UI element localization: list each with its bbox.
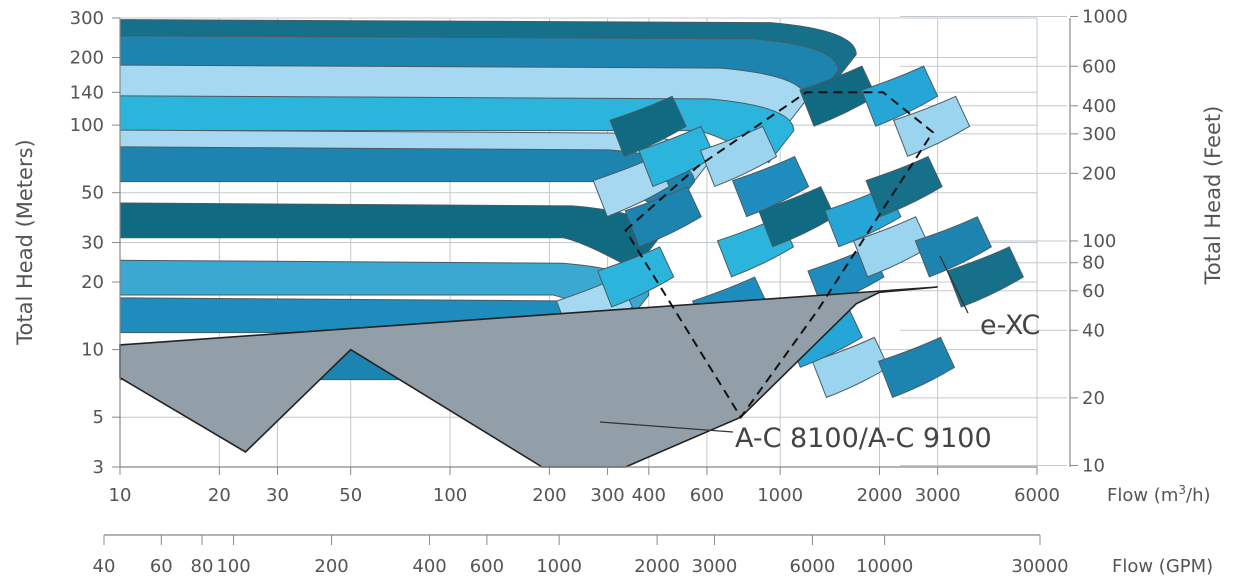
xtick-label-gpm-3000: 3000 xyxy=(692,556,738,577)
xtick-label-gpm-6000: 6000 xyxy=(790,556,836,577)
xtick-label-m3h-1000: 1000 xyxy=(757,485,803,506)
y-axis-title-left: Total Head (Meters) xyxy=(13,139,37,345)
xtick-label-gpm-30000: 30000 xyxy=(1011,556,1068,577)
tile-1 xyxy=(624,186,702,248)
series-regions xyxy=(119,91,938,468)
tile-5 xyxy=(892,95,971,157)
ac-leader-line xyxy=(599,421,734,433)
ytick-label-ft-1000: 1000 xyxy=(1082,6,1128,27)
ytick-label-m-140: 140 xyxy=(70,82,104,103)
xtick-label-gpm-60: 60 xyxy=(150,556,173,577)
xtick-label-m3h-200: 200 xyxy=(532,485,566,506)
tile-25 xyxy=(865,155,943,218)
ytick-label-m-5: 5 xyxy=(93,407,104,428)
xtick-label-gpm-200: 200 xyxy=(314,556,348,577)
xtick-label-gpm-40: 40 xyxy=(93,556,116,577)
xtick-label-gpm-10000: 10000 xyxy=(856,556,913,577)
xtick-label-m3h-100: 100 xyxy=(433,485,467,506)
ytick-label-ft-400: 400 xyxy=(1082,96,1116,117)
xtick-label-m3h-50: 50 xyxy=(339,485,362,506)
xtick-label-m3h-30: 30 xyxy=(266,485,289,506)
xtick-label-m3h-600: 600 xyxy=(690,485,724,506)
tile-12 xyxy=(946,246,1024,308)
ytick-label-ft-80: 80 xyxy=(1082,253,1105,274)
xtick-label-gpm-400: 400 xyxy=(412,556,446,577)
ytick-label-ft-40: 40 xyxy=(1082,320,1105,341)
xtick-label-m3h-400: 400 xyxy=(632,485,666,506)
xtick-label-m3h-300: 300 xyxy=(590,485,624,506)
ytick-label-ft-200: 200 xyxy=(1082,163,1116,184)
x-axis-title-m3h: Flow (m3/h) xyxy=(1107,483,1211,506)
curve-bands xyxy=(119,19,1024,413)
tile-23 xyxy=(699,125,778,188)
ytick-label-m-200: 200 xyxy=(70,48,104,69)
ytick-label-m-30: 30 xyxy=(81,233,104,254)
ytick-label-ft-20: 20 xyxy=(1082,388,1105,409)
ytick-label-ft-300: 300 xyxy=(1082,124,1116,145)
ac-label: A-C 8100/A-C 9100 xyxy=(735,423,992,454)
ytick-label-ft-100: 100 xyxy=(1082,231,1116,252)
xtick-label-gpm-1000: 1000 xyxy=(536,556,582,577)
ytick-label-m-50: 50 xyxy=(81,183,104,204)
ytick-label-m-10: 10 xyxy=(81,340,104,361)
tile-16 xyxy=(731,155,810,218)
x-axis-title-gpm: Flow (GPM) xyxy=(1112,556,1213,577)
y-axis-title-right: Total Head (Feet) xyxy=(1201,106,1225,286)
axes xyxy=(103,15,1078,545)
xtick-label-gpm-80: 80 xyxy=(191,556,214,577)
band-7 xyxy=(119,259,650,328)
tile-19 xyxy=(914,216,992,278)
ytick-label-ft-600: 600 xyxy=(1082,56,1116,77)
xtick-label-gpm-100: 100 xyxy=(216,556,250,577)
band-6 xyxy=(119,202,660,271)
xtick-label-gpm-600: 600 xyxy=(470,556,504,577)
tick-labels: 3510203050100140200300102040608010020030… xyxy=(70,6,1128,577)
ytick-label-m-100: 100 xyxy=(70,115,104,136)
xtick-label-m3h-6000: 6000 xyxy=(1014,485,1060,506)
ytick-label-m-3: 3 xyxy=(93,457,104,478)
ytick-label-m-20: 20 xyxy=(81,272,104,293)
xtick-label-m3h-2000: 2000 xyxy=(857,485,903,506)
exc-leader-line xyxy=(939,255,969,314)
xtick-label-m3h-10: 10 xyxy=(109,485,132,506)
exc-label: e-XC xyxy=(980,310,1040,341)
xtick-label-m3h-3000: 3000 xyxy=(915,485,961,506)
ytick-label-ft-10: 10 xyxy=(1082,455,1105,476)
tile-11 xyxy=(860,65,939,127)
xtick-label-gpm-2000: 2000 xyxy=(634,556,680,577)
ytick-label-m-300: 300 xyxy=(70,8,104,29)
band-3 xyxy=(119,95,795,164)
series-exc-outline xyxy=(624,91,935,420)
ytick-label-ft-60: 60 xyxy=(1082,281,1105,302)
tile-21 xyxy=(609,95,687,157)
tile-26 xyxy=(877,336,956,399)
tile-20 xyxy=(597,246,675,308)
xtick-label-m3h-20: 20 xyxy=(208,485,231,506)
